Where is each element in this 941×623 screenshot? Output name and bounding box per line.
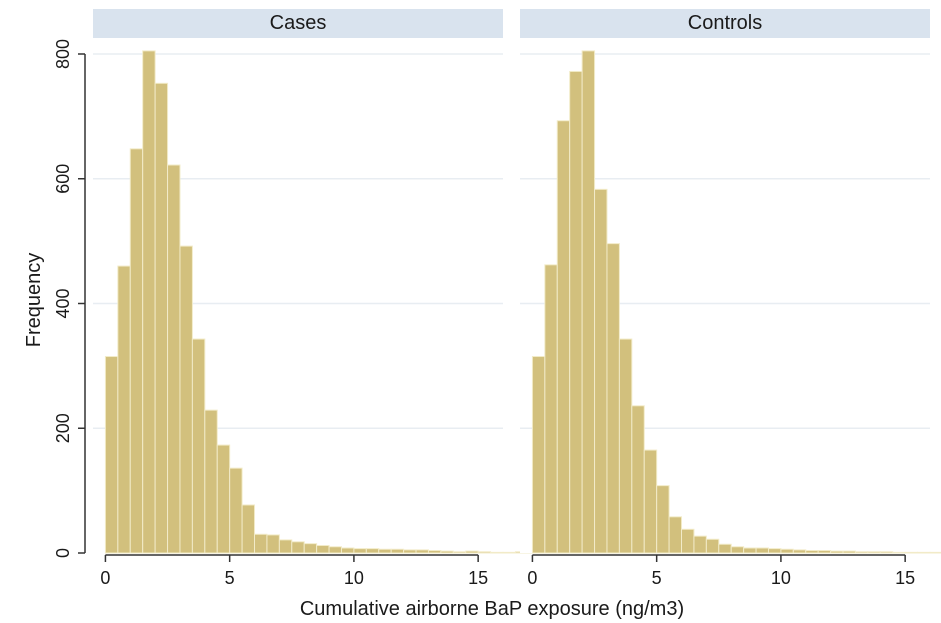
histogram-bar <box>656 485 670 554</box>
x-tick-label: 0 <box>100 568 110 588</box>
histogram-bar <box>179 245 193 554</box>
histogram-bar <box>303 543 318 554</box>
histogram-bar <box>643 449 658 554</box>
histogram-bar <box>216 444 231 554</box>
x-tick-label: 15 <box>895 568 915 588</box>
histogram-bar <box>618 338 633 554</box>
histogram-bar <box>266 534 280 554</box>
histogram-bar <box>830 550 844 554</box>
histogram-bar <box>606 243 620 554</box>
histogram-bar <box>490 551 504 554</box>
histogram-bar <box>241 504 256 554</box>
histogram-bar <box>693 535 707 554</box>
panel-strip <box>520 9 930 38</box>
histogram-bar <box>452 551 467 554</box>
histogram-bar <box>440 550 454 554</box>
histogram-bar <box>316 545 330 554</box>
histogram-bar <box>842 550 856 554</box>
histogram-bar <box>718 543 732 554</box>
histogram-bar <box>104 356 119 554</box>
histogram-bar <box>129 148 144 554</box>
histogram-bar <box>581 50 596 554</box>
histogram-bar <box>544 264 558 554</box>
histogram-bar <box>730 546 745 554</box>
y-tick-label: 400 <box>53 288 73 318</box>
histogram-bar <box>403 549 417 554</box>
histogram-bar <box>929 551 941 554</box>
x-tick-label: 10 <box>771 568 791 588</box>
histogram-bar <box>780 548 794 554</box>
histogram-bar <box>415 549 429 554</box>
histogram-bar <box>631 405 645 554</box>
histogram-bar <box>191 338 206 554</box>
histogram-bar <box>892 551 906 554</box>
histogram-bar <box>353 548 367 554</box>
histogram-bar <box>167 164 181 554</box>
histogram-bar <box>854 551 869 554</box>
histogram-bar <box>904 551 919 554</box>
y-tick-label: 600 <box>53 164 73 194</box>
histogram-bar <box>792 549 807 554</box>
y-tick-label: 800 <box>53 39 73 69</box>
panel-cases: Cases <box>93 9 579 554</box>
histogram-bar <box>365 548 380 554</box>
histogram-bar <box>204 409 218 554</box>
y-tick-label: 200 <box>53 413 73 443</box>
histogram-bar <box>668 516 683 554</box>
x-tick-label: 15 <box>468 568 488 588</box>
histogram-bar <box>142 50 156 554</box>
histogram-bar <box>229 467 243 554</box>
histogram-bar <box>805 550 819 554</box>
y-axis-title: Frequency <box>23 253 45 348</box>
histogram-bar <box>755 547 769 554</box>
histogram-bar <box>465 550 479 554</box>
histogram-bar <box>117 265 131 554</box>
histogram-bar <box>569 70 583 554</box>
histogram-bar <box>817 550 832 554</box>
panel-strip <box>93 9 503 38</box>
histogram-bar <box>291 541 305 554</box>
histogram-bar <box>502 551 516 554</box>
y-tick-label: 0 <box>53 548 73 558</box>
histogram-bar <box>328 546 342 554</box>
histogram-bar <box>879 551 894 554</box>
histogram-bar <box>378 548 392 554</box>
x-tick-label: 0 <box>527 568 537 588</box>
histogram-bar <box>556 120 571 554</box>
histogram-bar <box>681 528 695 554</box>
histogram-bar <box>477 551 492 554</box>
histogram-bar <box>254 533 268 554</box>
histogram-bar <box>340 547 355 554</box>
x-tick-label: 10 <box>344 568 364 588</box>
histogram-bar <box>154 82 169 554</box>
histogram-bar <box>390 548 405 554</box>
histogram-bar <box>767 548 782 554</box>
histogram-bar <box>743 547 757 554</box>
histogram-bar <box>705 538 720 554</box>
histogram-bar <box>278 539 293 554</box>
histogram-bar <box>427 550 442 554</box>
x-axis: 0 5 10 15 0 5 10 15 <box>100 554 915 588</box>
panel-title: Controls <box>688 12 762 34</box>
x-tick-label: 5 <box>652 568 662 588</box>
panel-controls: Controls <box>520 9 941 554</box>
histogram-bar <box>531 356 546 554</box>
histogram-bar <box>594 188 608 554</box>
panel-title: Cases <box>270 12 327 34</box>
x-axis-title: Cumulative airborne BaP exposure (ng/m3) <box>300 598 684 620</box>
histogram-bar <box>867 551 881 554</box>
histogram-bar <box>917 551 931 554</box>
x-tick-label: 5 <box>225 568 235 588</box>
y-axis: 0 200 400 600 800 <box>53 39 86 558</box>
